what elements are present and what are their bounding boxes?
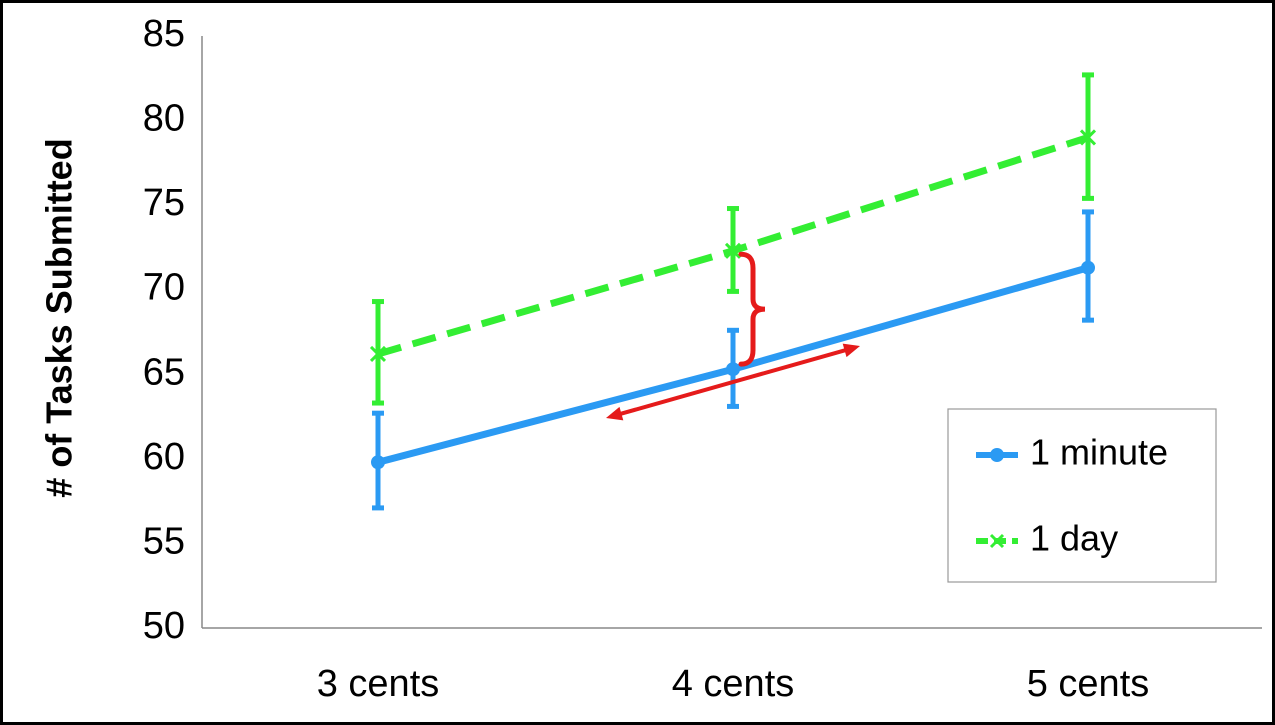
legend-label: 1 minute	[1030, 432, 1168, 473]
x-tick-labels: 3 cents 4 cents 5 cents	[317, 663, 1150, 705]
data-point-stroke	[1079, 129, 1097, 146]
y-tick-label: 65	[143, 351, 185, 393]
data-point	[1081, 260, 1095, 275]
y-tick-label: 60	[143, 436, 185, 478]
price-effect-arrow-head	[606, 406, 624, 421]
delay-effect-brace	[738, 251, 766, 367]
y-tick-label: 55	[143, 520, 185, 562]
y-tick-label: 70	[143, 267, 185, 309]
data-point	[369, 345, 387, 363]
y-axis-label: # of Tasks Submitted	[39, 138, 80, 497]
legend: 1 minute 1 day	[947, 408, 1217, 583]
y-tick-label: 75	[143, 182, 185, 224]
legend-item: 1 minute	[976, 432, 1168, 473]
x-tick-label: 4 cents	[672, 663, 795, 705]
data-point	[726, 362, 740, 377]
y-tick-labels: 50 55 60 65 70 75 80 85	[143, 13, 185, 647]
price-effect-arrow-shaft	[617, 347, 849, 417]
legend-label: 1 day	[1030, 518, 1118, 559]
series-one-minute	[371, 209, 1095, 511]
legend-marker	[989, 533, 1005, 549]
legend-marker	[990, 448, 1004, 462]
annotations	[606, 251, 860, 421]
data-point-stroke	[369, 345, 387, 363]
data-point	[1079, 129, 1097, 146]
series-layer	[369, 72, 1097, 511]
y-tick-label: 80	[143, 98, 185, 140]
y-tick-label: 85	[143, 13, 185, 55]
price-effect-arrow-head	[842, 343, 860, 358]
axes	[201, 36, 1262, 629]
data-point	[371, 455, 385, 470]
legend-item: 1 day	[976, 518, 1118, 559]
y-tick-label: 50	[143, 605, 185, 647]
data-point	[724, 242, 742, 259]
legend-box	[947, 408, 1217, 583]
x-tick-label: 5 cents	[1027, 663, 1150, 705]
data-point-stroke	[724, 242, 742, 259]
x-tick-label: 3 cents	[317, 663, 440, 705]
series-one-day	[369, 72, 1097, 406]
